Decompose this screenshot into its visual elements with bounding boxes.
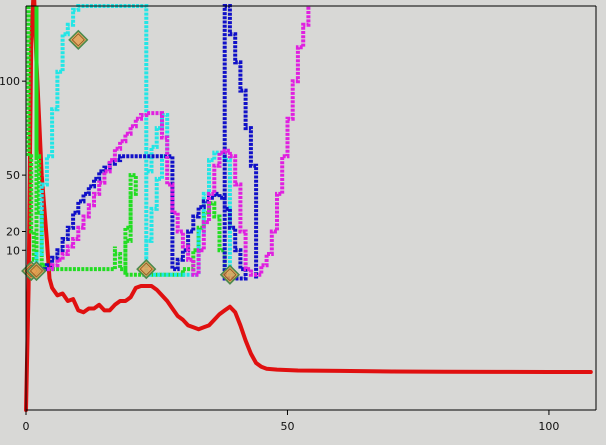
diamond-marker-inner-3	[139, 262, 153, 276]
marker-layer	[21, 29, 241, 285]
series-line-green	[26, 6, 227, 277]
x-tick-label-100: 100	[538, 420, 559, 433]
diamond-marker-2	[26, 260, 47, 282]
y-tick-label-10: 10	[6, 244, 20, 257]
series-layer	[24, 0, 593, 412]
series-line-red	[24, 0, 593, 412]
series-line-magenta	[46, 6, 311, 277]
diamond-marker-inner-0	[71, 33, 85, 47]
diamond-marker-inner-4	[223, 268, 237, 282]
x-tick-label-0: 0	[23, 420, 30, 433]
diamond-marker-0	[68, 29, 89, 50]
y-tick-label-50: 50	[6, 169, 20, 182]
diamond-marker-inner-2	[29, 264, 44, 278]
y-tick-label-100: 100	[0, 75, 20, 88]
y-tick-label-20: 20	[6, 225, 20, 238]
diamond-marker-4	[219, 264, 241, 285]
series-line-cyan	[33, 4, 236, 277]
axis-layer: 0 50 100 10 20 50 100	[0, 5, 597, 433]
series-line-blue	[41, 4, 259, 281]
x-tick-label-50: 50	[280, 420, 294, 433]
diamond-marker-3	[136, 258, 157, 280]
